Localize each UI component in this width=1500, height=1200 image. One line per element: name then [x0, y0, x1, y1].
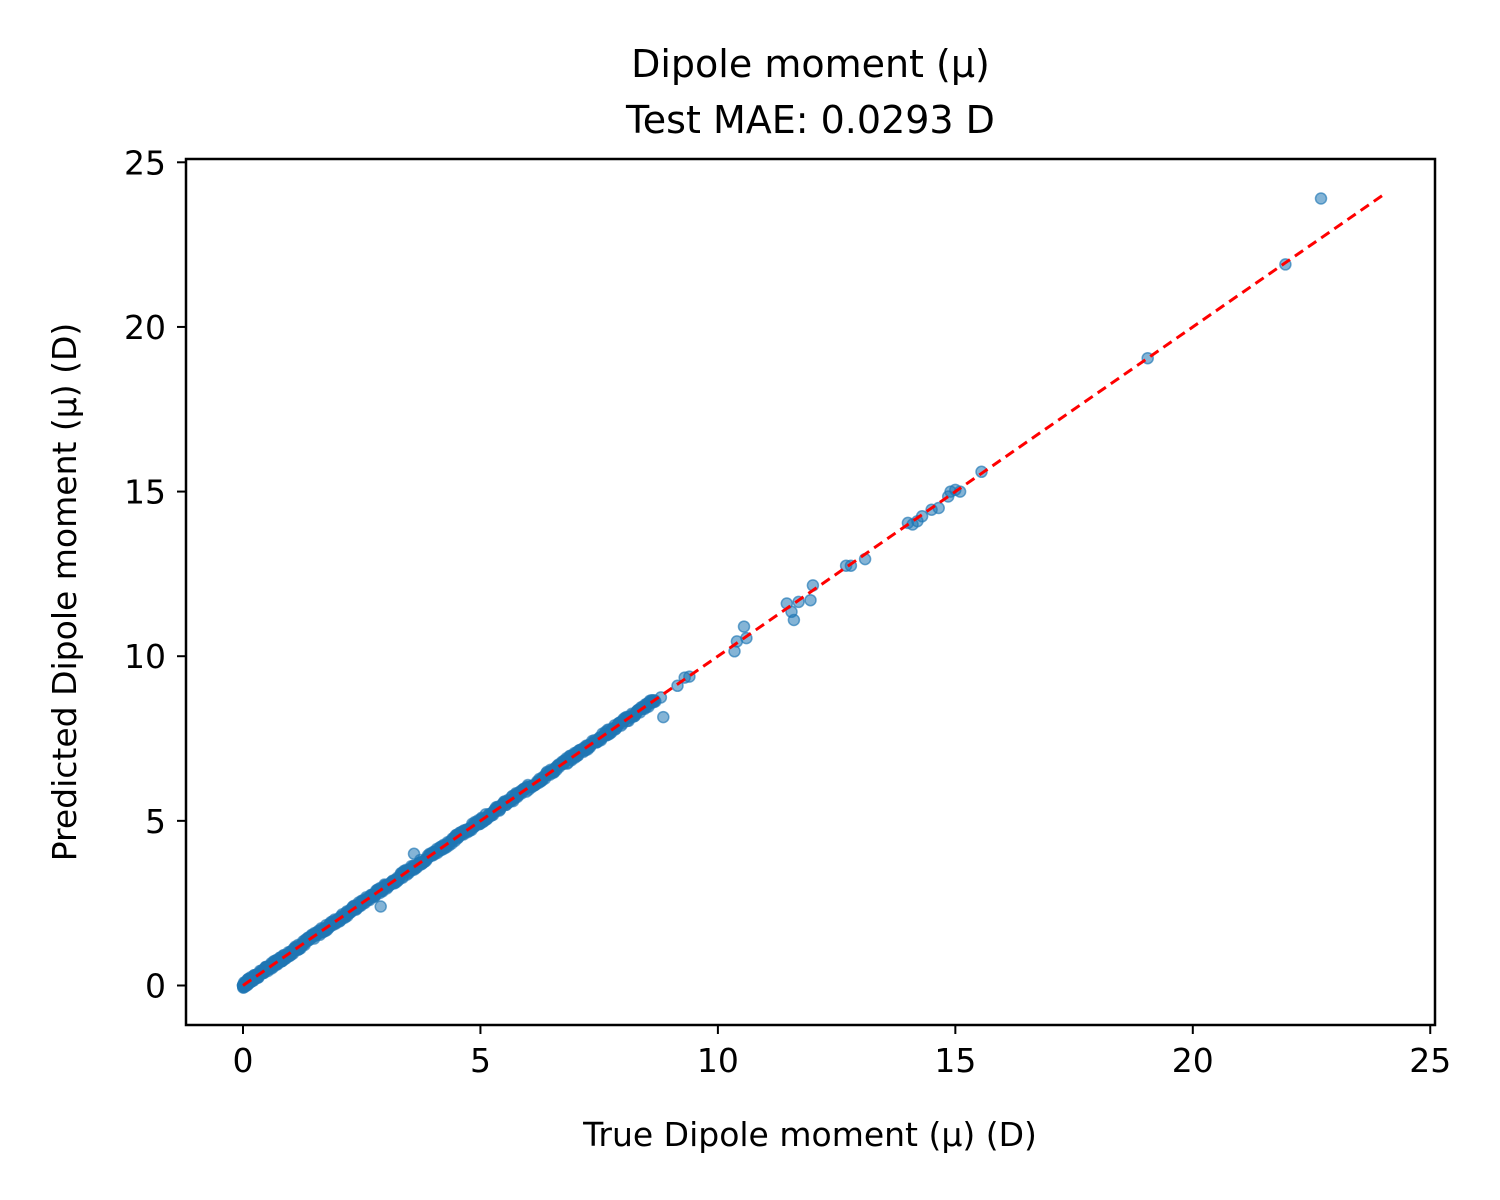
scatter-point [654, 691, 668, 704]
reference-line [242, 193, 1384, 987]
x-tick-label: 5 [470, 1041, 491, 1080]
scatter-point [657, 710, 670, 724]
scatter-point [374, 900, 387, 913]
chart-title: Dipole moment (μ) [631, 42, 990, 86]
points-layer [236, 192, 1328, 992]
x-tick-label: 20 [1172, 1041, 1214, 1080]
x-axis-label: True Dipole moment (μ) (D) [582, 1115, 1037, 1154]
x-axis-ticks: 0 5 10 15 20 25 [232, 1025, 1451, 1080]
x-tick-label: 25 [1409, 1041, 1451, 1080]
y-axis-ticks: 0 5 10 15 20 25 [124, 143, 186, 1005]
plot-frame [184, 157, 1437, 1027]
scatter-point [787, 613, 801, 627]
y-tick-label: 10 [124, 637, 166, 676]
scatter-point [737, 620, 751, 633]
y-tick-label: 25 [124, 143, 166, 182]
scatter-point [407, 847, 421, 861]
scatter-point [804, 593, 817, 607]
scatter-point [391, 873, 404, 886]
x-tick-label: 0 [232, 1041, 253, 1080]
scatter-point [1314, 192, 1328, 205]
y-tick-label: 15 [124, 473, 166, 512]
y-axis-label: Predicted Dipole moment (μ) (D) [45, 323, 84, 862]
y-tick-label: 0 [145, 966, 166, 1005]
x-tick-label: 10 [697, 1041, 739, 1080]
x-tick-label: 15 [934, 1041, 976, 1080]
scatter-point [932, 501, 945, 515]
chart-subtitle: Test MAE: 0.0293 D [626, 98, 995, 142]
y-tick-label: 5 [145, 802, 166, 841]
y-tick-label: 20 [124, 308, 166, 347]
